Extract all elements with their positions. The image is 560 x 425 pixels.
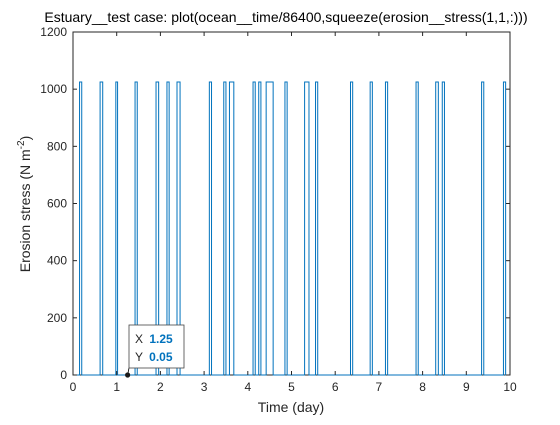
svg-text:X 1.25: X 1.25 xyxy=(135,332,173,346)
x-tick-label: 8 xyxy=(419,380,426,394)
y-tick-label: 0 xyxy=(60,368,67,382)
x-tick-label: 5 xyxy=(288,380,295,394)
x-tick-label: 7 xyxy=(376,380,383,394)
y-tick-label: 800 xyxy=(47,139,67,153)
x-tick-label: 3 xyxy=(201,380,208,394)
y-axis-label-tail: ) xyxy=(17,136,33,141)
chart-title: Estuary__test case: plot(ocean__time/864… xyxy=(44,9,527,25)
x-tick-label: 9 xyxy=(463,380,470,394)
y-tick-label: 1200 xyxy=(40,25,67,39)
x-tick-label: 0 xyxy=(70,380,77,394)
series-layer xyxy=(73,81,510,376)
datatip-y-value: 0.05 xyxy=(149,350,173,364)
x-tick-label: 4 xyxy=(244,380,251,394)
y-tick-label: 400 xyxy=(47,254,67,268)
x-tick-label: 10 xyxy=(503,380,517,394)
y-axis-label-sup: -2 xyxy=(16,140,27,149)
y-axis-label: Erosion stress (N m-2) xyxy=(16,136,33,273)
svg-text:Y 0.05: Y 0.05 xyxy=(135,350,173,364)
x-tick-label: 1 xyxy=(113,380,120,394)
datatip-x-label: X xyxy=(135,332,143,346)
y-tick-label: 600 xyxy=(47,197,67,211)
x-tick-label: 6 xyxy=(332,380,339,394)
datatip-x-value: 1.25 xyxy=(149,332,173,346)
x-axis-label: Time (day) xyxy=(258,399,324,415)
datatip-box xyxy=(128,324,185,369)
y-tick-label: 200 xyxy=(47,311,67,325)
axes-box xyxy=(72,31,511,376)
series-line-0[interactable] xyxy=(73,81,510,376)
datatip-marker[interactable] xyxy=(125,372,131,378)
y-tick-label: 1000 xyxy=(40,82,67,96)
y-axis-label-main: Erosion stress (N m xyxy=(17,149,33,272)
datatip-y-label: Y xyxy=(135,350,143,364)
plot-area[interactable]: 0 1 2 3 4 5 6 7 8 9 10 0 200 400 600 800 1000 1200 xyxy=(40,25,517,394)
tick-layer: 0 1 2 3 4 5 6 7 8 9 10 0 200 400 600 800 1000 1200 xyxy=(40,25,517,394)
datatip[interactable]: X 1.25 Y 0.05 xyxy=(125,324,185,378)
x-tick-label: 2 xyxy=(157,380,164,394)
